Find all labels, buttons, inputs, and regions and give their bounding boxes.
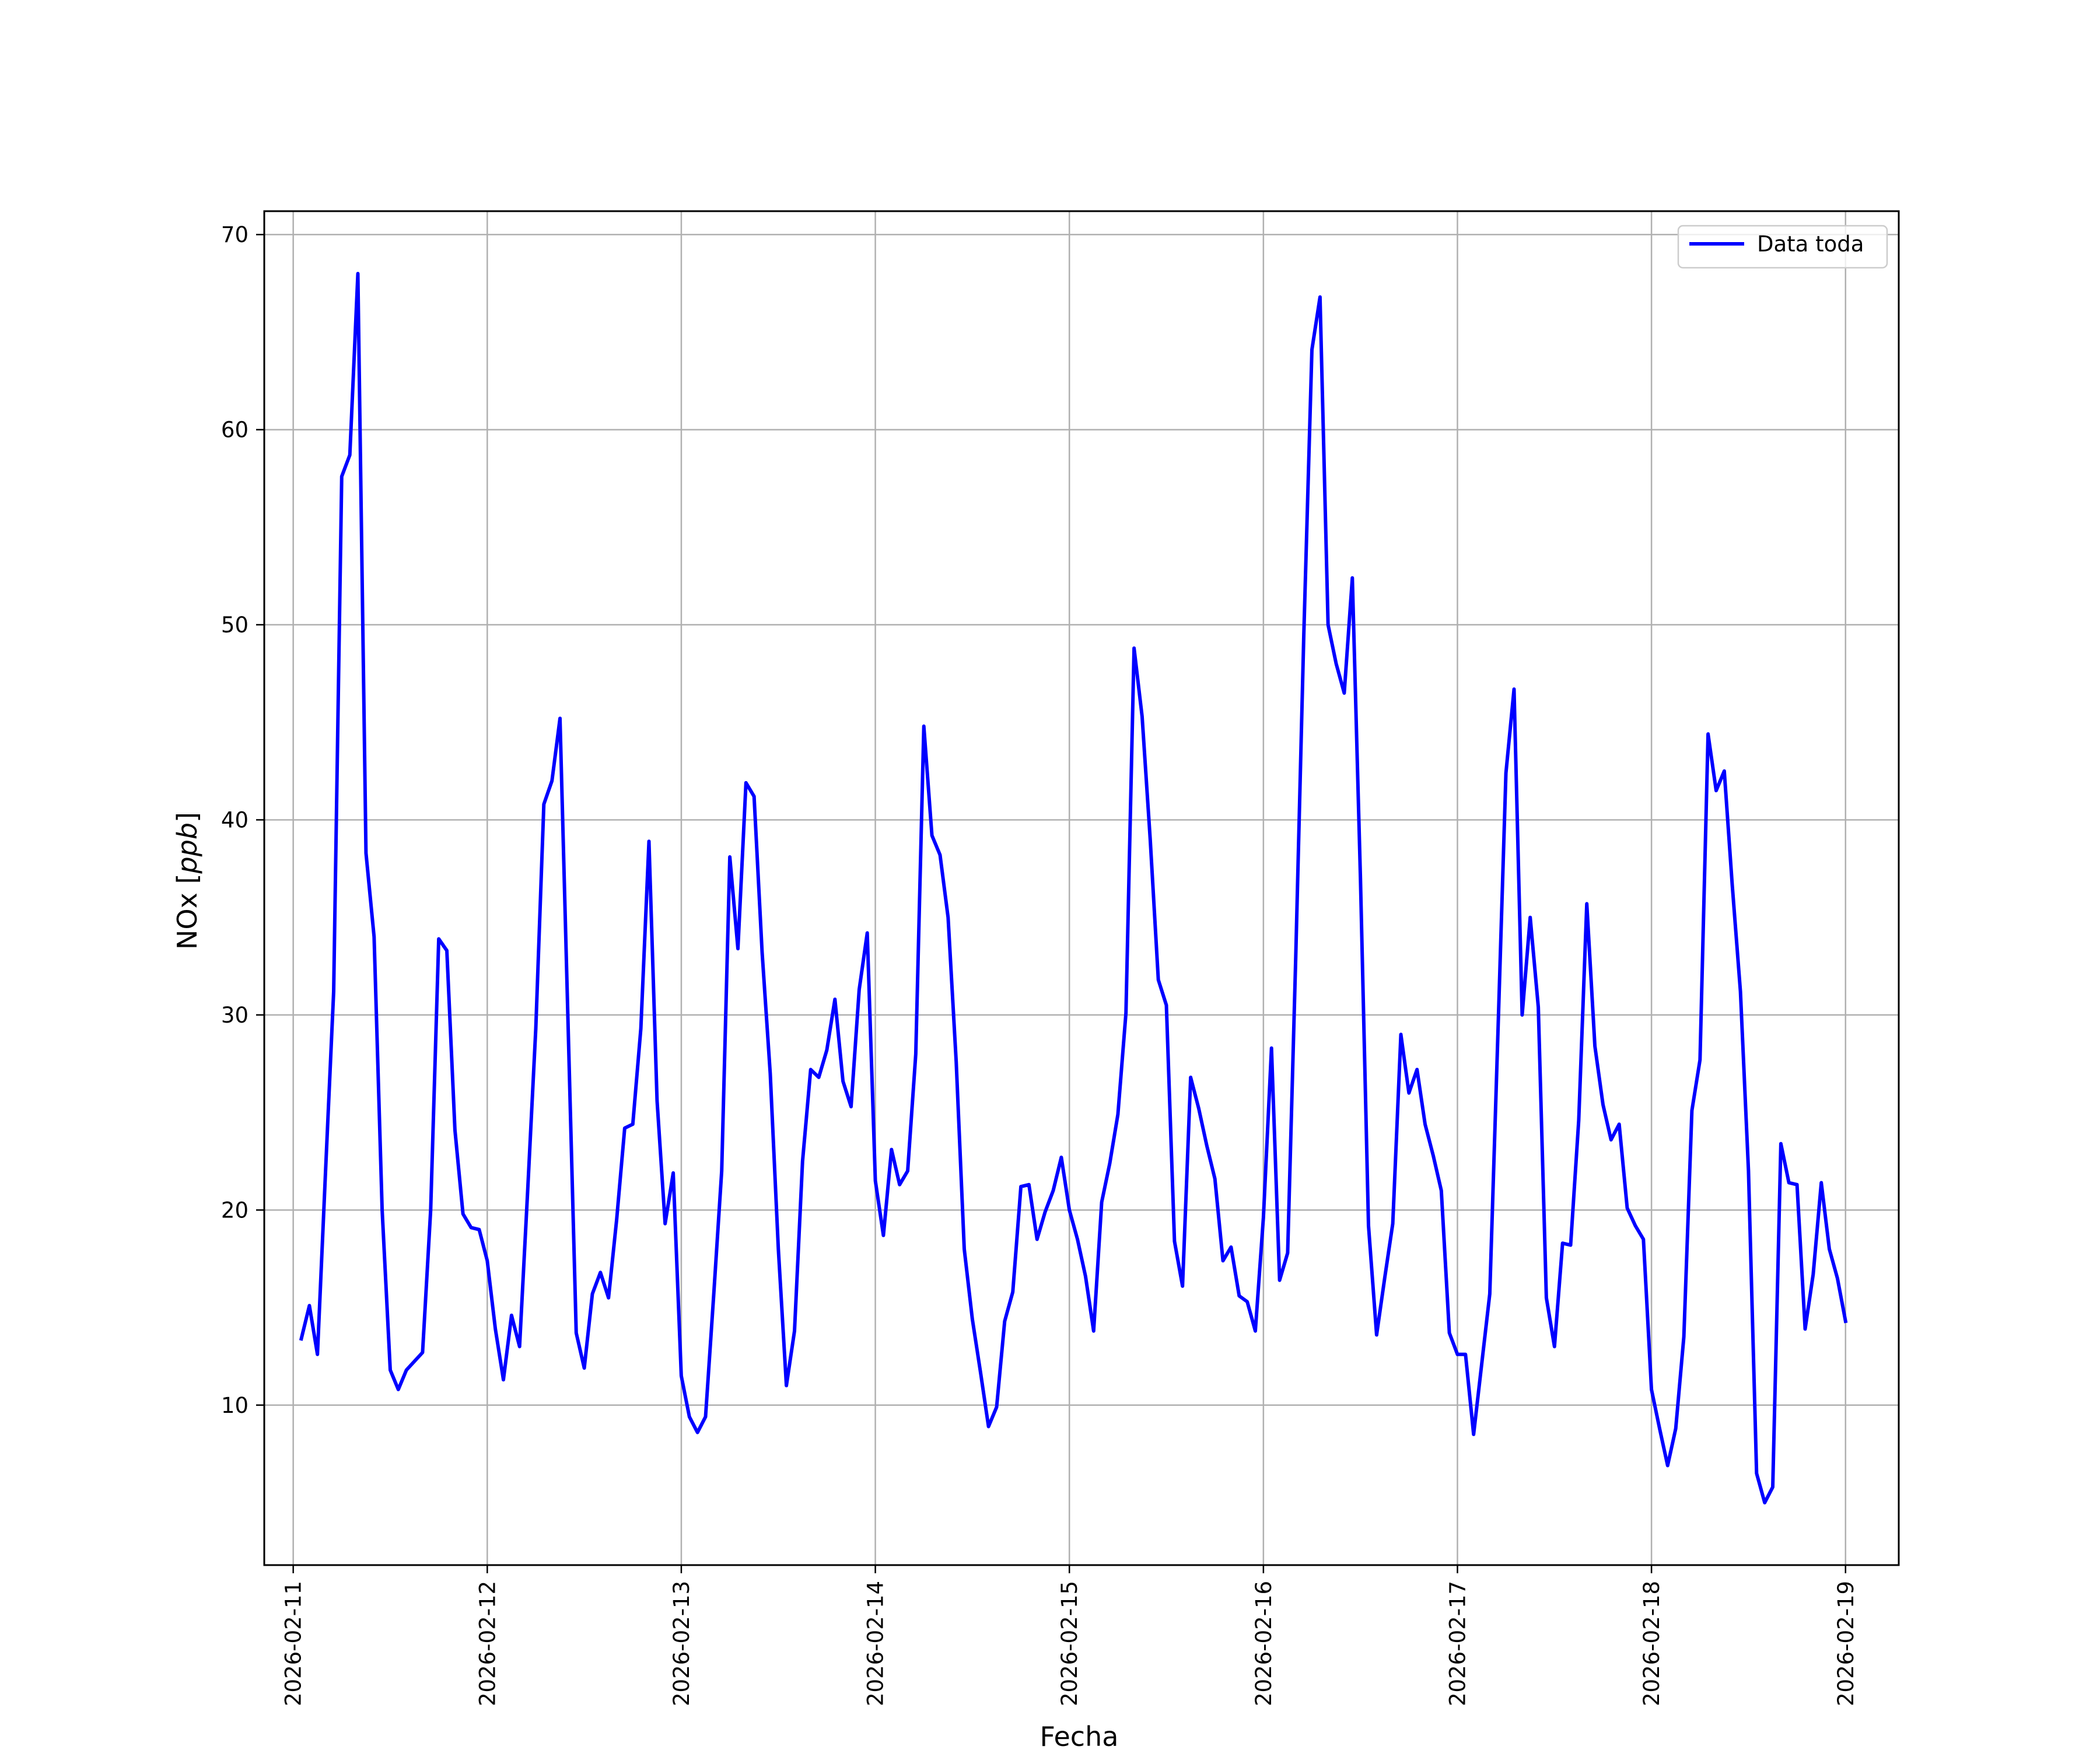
y-axis-label-unit: ppb	[172, 822, 203, 874]
y-tick-label: 40	[221, 807, 249, 832]
x-tick-label: 2026-02-15	[1057, 1581, 1082, 1706]
series-layer	[299, 272, 1848, 1504]
x-tick-label: 2026-02-19	[1833, 1581, 1859, 1706]
y-tick-label: 70	[221, 222, 249, 247]
x-tick-label: 2026-02-16	[1251, 1581, 1276, 1706]
x-tick-label: 2026-02-13	[669, 1581, 694, 1706]
y-tick-label: 60	[221, 418, 249, 443]
x-tick-label: 2026-02-18	[1639, 1581, 1664, 1706]
x-axis: 2026-02-11 2026-02-12 2026-02-13 2026-02-14…	[281, 1565, 1859, 1706]
series-line-data-toda	[299, 272, 1848, 1504]
x-tick-label: 2026-02-11	[281, 1581, 306, 1706]
y-tick-label: 30	[221, 1003, 249, 1028]
x-tick-label: 2026-02-14	[863, 1581, 888, 1706]
legend-entry-label: Data toda	[1757, 232, 1864, 257]
y-axis-label-suffix: ]	[172, 812, 203, 822]
y-tick-label: 10	[221, 1393, 249, 1418]
legend-box	[1677, 225, 1888, 269]
y-tick-label: 20	[221, 1198, 249, 1223]
legend: Data toda	[1677, 225, 1888, 269]
x-axis-label: Fecha	[1040, 1721, 1119, 1750]
y-axis-label: NOx [ppb]	[172, 812, 203, 950]
x-tick-label: 2026-02-12	[475, 1581, 500, 1706]
x-tick-label: 2026-02-17	[1445, 1581, 1470, 1706]
y-axis: 10 20 30 40 50 60 70	[221, 222, 264, 1418]
plot-frame	[263, 210, 1900, 1566]
y-tick-label: 50	[221, 612, 249, 638]
y-axis-label-prefix: NOx [	[172, 874, 203, 950]
